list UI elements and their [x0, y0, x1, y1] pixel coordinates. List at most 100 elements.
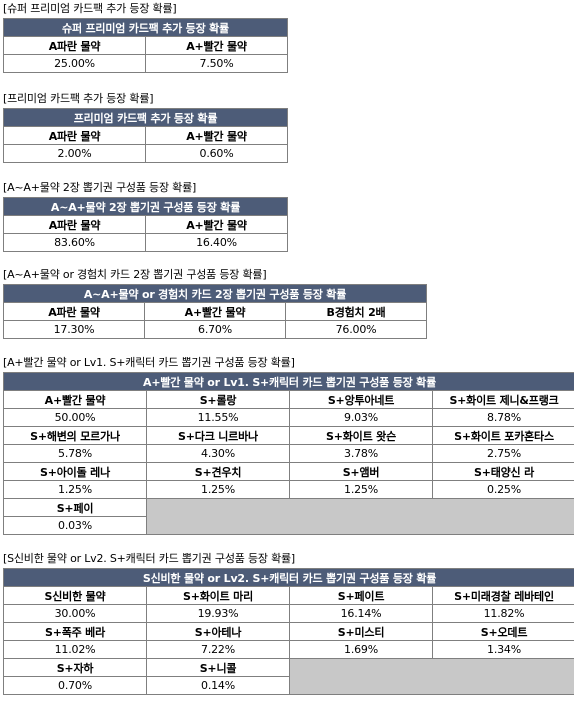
- value-row: 30.00% 19.93% 16.14% 11.82%: [3, 604, 574, 623]
- label-row: S+폭주 베라 S+아테나 S+미스티 S+오데트: [3, 622, 574, 641]
- label-row: S+페이: [3, 498, 574, 535]
- item-name-cell: S+해변의 모르가나: [3, 426, 147, 445]
- item-name-cell: S+견우치: [146, 462, 290, 481]
- section-title: [A~A+물약 or 경험치 카드 2장 뽑기권 구성품 등장 확률]: [3, 268, 267, 281]
- item-name-cell: S+화이트 왓슨: [289, 426, 433, 445]
- value-row: 11.02% 7.22% 1.69% 1.34%: [3, 640, 574, 659]
- probability-cell: 7.50%: [144, 54, 289, 73]
- probability-cell: 11.02%: [3, 640, 147, 659]
- section-2: [프리미엄 카드팩 추가 등장 확률] 프리미엄 카드팩 추가 등장 확률 A파란 …: [2, 92, 289, 163]
- section-5: [A+빨간 물약 or Lv1. S+캐릭터 카드 뽑기권 구성품 등장 확률]…: [2, 356, 574, 535]
- item-name-cell: S+페이트: [289, 586, 433, 605]
- probability-table: A+빨간 물약 or Lv1. S+캐릭터 카드 뽑기권 구성품 등장 확률 A+…: [2, 372, 574, 535]
- probability-table: 슈퍼 프리미엄 카드팩 추가 등장 확률 A파란 물약 A+빨간 물약 25.00% 7…: [2, 18, 289, 73]
- probability-cell: 8.78%: [431, 408, 574, 427]
- probability-cell: 16.40%: [144, 233, 289, 252]
- label-row: A파란 물약 A+빨간 물약 B경험치 2배: [3, 302, 427, 321]
- empty-cell: [145, 498, 574, 535]
- value-row: 17.30% 6.70% 76.00%: [3, 320, 427, 339]
- probability-cell: 1.34%: [431, 640, 574, 659]
- probability-cell: 3.78%: [289, 444, 433, 463]
- item-name-cell: A파란 물약: [3, 302, 145, 321]
- probability-table: A~A+물약 2장 뽑기권 구성품 등장 확률 A파란 물약 A+빨간 물약 83.6…: [2, 197, 289, 252]
- item-name-cell: A파란 물약: [3, 215, 146, 234]
- item-name-cell: A+빨간 물약: [3, 390, 147, 409]
- item-name-cell: S+아테나: [146, 622, 290, 641]
- value-row: 0.70% 0.14%: [3, 676, 574, 695]
- item-name-cell: A+빨간 물약: [144, 302, 286, 321]
- value-row: 2.00% 0.60%: [3, 144, 289, 163]
- section-1: [슈퍼 프리미엄 카드팩 추가 등장 확률] 슈퍼 프리미엄 카드팩 추가 등장 …: [2, 2, 289, 73]
- value-row: 83.60% 16.40%: [3, 233, 289, 252]
- probability-cell: 2.00%: [3, 144, 146, 163]
- empty-cell: [288, 658, 574, 695]
- value-row: 5.78% 4.30% 3.78% 2.75%: [3, 444, 574, 463]
- section-title: [슈퍼 프리미엄 카드팩 추가 등장 확률]: [3, 2, 177, 15]
- item-name-cell: S+페이: [3, 498, 147, 517]
- probability-cell: 1.25%: [289, 480, 433, 499]
- label-row: A파란 물약 A+빨간 물약: [3, 126, 289, 145]
- value-row: 1.25% 1.25% 1.25% 0.25%: [3, 480, 574, 499]
- probability-cell: 76.00%: [285, 320, 427, 339]
- section-title: [프리미엄 카드팩 추가 등장 확률]: [3, 92, 154, 105]
- item-name-cell: S+앰버: [289, 462, 433, 481]
- label-row: S신비한 물약 S+화이트 마리 S+페이트 S+미래경찰 레바테인: [3, 586, 574, 605]
- item-name-cell: S+오데트: [431, 622, 574, 641]
- section-6: [S신비한 물약 or Lv2. S+캐릭터 카드 뽑기권 구성품 등장 확률]…: [2, 552, 574, 695]
- probability-table: 프리미엄 카드팩 추가 등장 확률 A파란 물약 A+빨간 물약 2.00% 0.60%: [2, 108, 289, 163]
- probability-cell: 17.30%: [3, 320, 145, 339]
- item-name-cell: A+빨간 물약: [144, 126, 289, 145]
- probability-cell: 25.00%: [3, 54, 146, 73]
- item-name-cell: S+화이트 제니&프랭크: [431, 390, 574, 409]
- label-row: S+아이돌 레나 S+견우치 S+앰버 S+태양신 라: [3, 462, 574, 481]
- probability-cell: 6.70%: [144, 320, 286, 339]
- table-header: A~A+물약 2장 뽑기권 구성품 등장 확률: [2, 197, 289, 216]
- probability-cell: 19.93%: [146, 604, 290, 623]
- table-header: 슈퍼 프리미엄 카드팩 추가 등장 확률: [2, 18, 289, 37]
- probability-cell: 0.03%: [3, 516, 147, 535]
- section-title: [A~A+물약 2장 뽑기권 구성품 등장 확률]: [3, 181, 197, 194]
- value-row: 0.03%: [3, 516, 574, 535]
- label-row: A+빨간 물약 S+롤랑 S+앙투아네트 S+화이트 제니&프랭크: [3, 390, 574, 409]
- label-row: S+자하 S+니콜: [3, 658, 574, 695]
- item-name-cell: A파란 물약: [3, 36, 146, 55]
- item-name-cell: B경험치 2배: [285, 302, 427, 321]
- section-3: [A~A+물약 2장 뽑기권 구성품 등장 확률] A~A+물약 2장 뽑기권 구…: [2, 181, 289, 252]
- item-name-cell: S신비한 물약: [3, 586, 147, 605]
- value-row: 25.00% 7.50%: [3, 54, 289, 73]
- item-name-cell: S+화이트 포카혼타스: [431, 426, 574, 445]
- table-header: A+빨간 물약 or Lv1. S+캐릭터 카드 뽑기권 구성품 등장 확률: [2, 372, 574, 391]
- value-row: 50.00% 11.55% 9.03% 8.78%: [3, 408, 574, 427]
- item-name-cell: S+미스티: [289, 622, 433, 641]
- probability-cell: 16.14%: [289, 604, 433, 623]
- item-name-cell: S+자하: [3, 658, 147, 677]
- probability-cell: 1.25%: [146, 480, 290, 499]
- item-name-cell: S+롤랑: [146, 390, 290, 409]
- section-title: [A+빨간 물약 or Lv1. S+캐릭터 카드 뽑기권 구성품 등장 확률]: [3, 356, 295, 369]
- item-name-cell: S+앙투아네트: [289, 390, 433, 409]
- probability-cell: 30.00%: [3, 604, 147, 623]
- item-name-cell: S+태양신 라: [431, 462, 574, 481]
- item-name-cell: A+빨간 물약: [144, 36, 289, 55]
- section-4: [A~A+물약 or 경험치 카드 2장 뽑기권 구성품 등장 확률] A~A+물…: [3, 268, 427, 339]
- probability-cell: 0.70%: [3, 676, 147, 695]
- probability-cell: 50.00%: [3, 408, 147, 427]
- probability-table: A~A+물약 or 경험치 카드 2장 뽑기권 구성품 등장 확률 A파란 물약 A…: [3, 284, 427, 339]
- probability-cell: 0.60%: [144, 144, 289, 163]
- table-header: S신비한 물약 or Lv2. S+캐릭터 카드 뽑기권 구성품 등장 확률: [2, 568, 574, 587]
- probability-cell: 83.60%: [3, 233, 146, 252]
- item-name-cell: A+빨간 물약: [144, 215, 289, 234]
- label-row: A파란 물약 A+빨간 물약: [3, 36, 289, 55]
- probability-cell: 5.78%: [3, 444, 147, 463]
- item-name-cell: S+아이돌 레나: [3, 462, 147, 481]
- item-name-cell: A파란 물약: [3, 126, 146, 145]
- item-name-cell: S+미래경찰 레바테인: [431, 586, 574, 605]
- probability-cell: 11.82%: [431, 604, 574, 623]
- item-name-cell: S+화이트 마리: [146, 586, 290, 605]
- probability-cell: 0.25%: [431, 480, 574, 499]
- table-header: 프리미엄 카드팩 추가 등장 확률: [2, 108, 289, 127]
- label-row: S+해변의 모르가나 S+다크 니르바나 S+화이트 왓슨 S+화이트 포카혼타스: [3, 426, 574, 445]
- probability-cell: 11.55%: [146, 408, 290, 427]
- probability-cell: 9.03%: [289, 408, 433, 427]
- probability-cell: 2.75%: [431, 444, 574, 463]
